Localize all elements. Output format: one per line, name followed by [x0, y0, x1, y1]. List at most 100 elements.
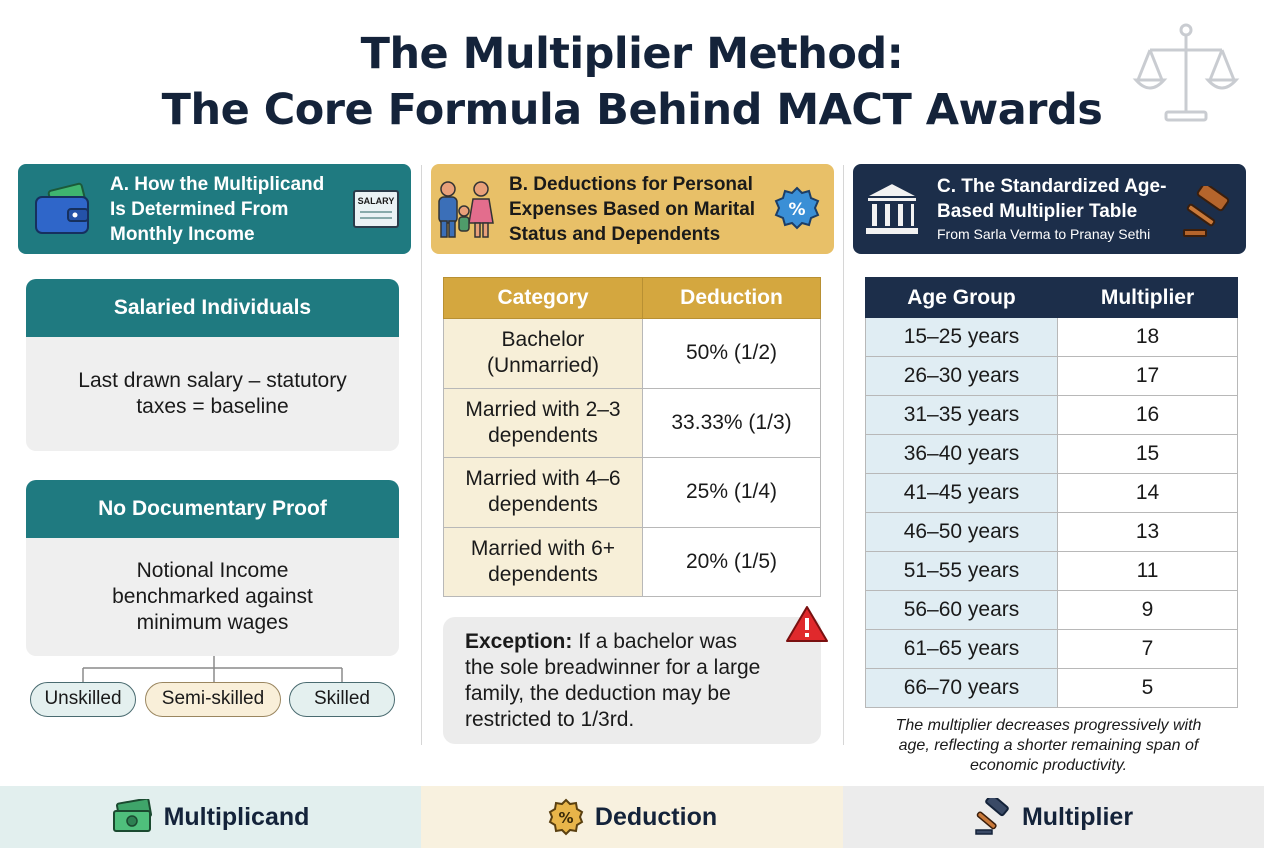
col-header-age-group: Age Group: [865, 277, 1058, 318]
exception-text-2: the sole breadwinner for a large: [465, 656, 761, 679]
deduction-cell: 33.33% (1/3): [642, 387, 821, 458]
note-line-1: The multiplier decreases progressively w…: [895, 717, 1202, 734]
table-row: 51–55 years 11: [865, 551, 1238, 591]
category-cell-line-2: dependents: [488, 493, 598, 517]
money-icon: [112, 799, 152, 832]
exception-label: Exception:: [465, 630, 573, 653]
percent-badge-icon: %: [774, 186, 820, 230]
section-c-heading-line-1: C. The Standardized Age-: [937, 176, 1167, 197]
footer-deduction: % Deduction: [421, 786, 843, 848]
gavel-icon: [975, 798, 1009, 835]
salaried-card-line-1: Last drawn salary – statutory: [78, 369, 347, 392]
no-proof-card: No Documentary Proof Notional Income ben…: [26, 480, 399, 656]
wallet-icon: [35, 182, 89, 234]
exception-text-1: If a bachelor was: [578, 630, 737, 653]
category-cell: Married with 6+: [470, 536, 616, 560]
deduction-cell: 20% (1/5): [642, 526, 821, 597]
pill-skilled: Skilled: [289, 682, 395, 717]
age-cell: 36–40 years: [865, 434, 1058, 474]
multiplier-cell: 5: [1057, 668, 1238, 708]
title-line-2: The Core Formula Behind MACT Awards: [161, 85, 1103, 135]
section-a-heading-line-1: A. How the Multiplicand: [110, 173, 325, 195]
note-line-3: economic productivity.: [969, 757, 1128, 774]
footer-multiplicand: Multiplicand: [0, 786, 421, 848]
scales-of-justice-icon: [1132, 23, 1240, 122]
family-icon: [438, 181, 494, 238]
exception-text-4: restricted to 1/3rd.: [465, 708, 635, 731]
no-proof-card-line-1: Notional Income: [136, 559, 289, 582]
age-cell: 61–65 years: [865, 629, 1058, 669]
table-row: 66–70 years 5: [865, 668, 1238, 708]
table-row: Married with 6+ dependents 20% (1/5): [443, 526, 821, 597]
footer-deduction-label: Deduction: [594, 802, 718, 831]
svg-text:%: %: [558, 809, 573, 827]
deduction-cell: 25% (1/4): [642, 457, 821, 528]
multiplier-cell: 16: [1057, 395, 1238, 435]
age-cell: 66–70 years: [865, 668, 1058, 708]
section-a-heading-line-2: Is Determined From: [110, 198, 289, 220]
no-proof-card-title: No Documentary Proof: [26, 480, 399, 538]
gavel-icon: [1183, 186, 1230, 237]
no-proof-card-line-3: minimum wages: [136, 611, 289, 634]
section-b-heading-line-3: Status and Dependents: [509, 223, 721, 245]
col-header-category: Category: [443, 277, 643, 319]
category-cell-line-2: dependents: [488, 562, 598, 586]
table-row: 61–65 years 7: [865, 629, 1238, 669]
exception-box: Exception: If a bachelor was the sole br…: [443, 617, 821, 744]
age-cell: 56–60 years: [865, 590, 1058, 630]
deduction-cell: 50% (1/2): [642, 318, 821, 389]
section-c-heading-line-2: Based Multiplier Table: [937, 201, 1138, 222]
footer-multiplier: Multiplier: [843, 786, 1264, 848]
no-proof-card-line-2: benchmarked against: [112, 585, 313, 608]
title-line-1: The Multiplier Method:: [360, 29, 904, 79]
multiplier-cell: 17: [1057, 356, 1238, 396]
table-header-row: Age Group Multiplier: [865, 277, 1238, 318]
category-cell: Bachelor: [501, 328, 585, 352]
section-a-header: A. How the Multiplicand Is Determined Fr…: [18, 164, 411, 254]
table-row: Married with 4–6 dependents 25% (1/4): [443, 457, 821, 528]
multiplier-cell: 18: [1057, 317, 1238, 357]
table-row: 26–30 years 17: [865, 356, 1238, 396]
pill-unskilled: Unskilled: [30, 682, 136, 717]
section-b-heading-line-2: Expenses Based on Marital: [509, 198, 756, 220]
salaried-card: Salaried Individuals Last drawn salary –…: [26, 279, 399, 451]
footer-multiplicand-label: Multiplicand: [163, 802, 310, 831]
svg-text:%: %: [788, 200, 805, 220]
section-b-header: B. Deductions for Personal Expenses Base…: [431, 164, 834, 254]
table-row: 15–25 years 18: [865, 317, 1238, 357]
table-row: 46–50 years 13: [865, 512, 1238, 552]
age-cell: 15–25 years: [865, 317, 1058, 357]
category-cell-line-2: dependents: [488, 423, 598, 447]
age-cell: 26–30 years: [865, 356, 1058, 396]
table-row: 31–35 years 16: [865, 395, 1238, 435]
section-a-heading-line-3: Monthly Income: [110, 223, 255, 245]
multiplier-cell: 9: [1057, 590, 1238, 630]
age-cell: 51–55 years: [865, 551, 1058, 591]
page-title: The Multiplier Method: The Core Formula …: [0, 26, 1264, 138]
pill-semi-skilled: Semi-skilled: [145, 682, 281, 717]
section-c-header: C. The Standardized Age- Based Multiplie…: [853, 164, 1246, 254]
table-row: Bachelor (Unmarried) 50% (1/2): [443, 318, 821, 389]
multiplier-cell: 13: [1057, 512, 1238, 552]
salary-slip-label: SALARY: [357, 196, 395, 206]
courthouse-icon: [864, 181, 920, 236]
multiplier-cell: 11: [1057, 551, 1238, 591]
table-row: Married with 2–3 dependents 33.33% (1/3): [443, 387, 821, 458]
column-divider: [421, 165, 422, 745]
column-divider: [843, 165, 844, 745]
exception-text-3: family, the deduction may be: [465, 682, 731, 705]
salaried-card-line-2: taxes = baseline: [136, 395, 289, 418]
table-row: 36–40 years 15: [865, 434, 1238, 474]
table-row: 41–45 years 14: [865, 473, 1238, 513]
note-line-2: age, reflecting a shorter remaining span…: [898, 737, 1199, 754]
multiplier-cell: 15: [1057, 434, 1238, 474]
category-cell: Married with 4–6: [465, 467, 621, 491]
salary-slip-icon: SALARY: [353, 190, 399, 228]
percent-coin-icon: %: [548, 798, 584, 836]
deduction-table: Category Deduction Bachelor (Unmarried) 5…: [443, 277, 821, 597]
warning-icon: [786, 606, 828, 642]
section-b-heading-line-1: B. Deductions for Personal: [509, 173, 753, 195]
table-row: 56–60 years 9: [865, 590, 1238, 630]
pill-connector: [82, 656, 343, 682]
multiplier-cell: 7: [1057, 629, 1238, 669]
